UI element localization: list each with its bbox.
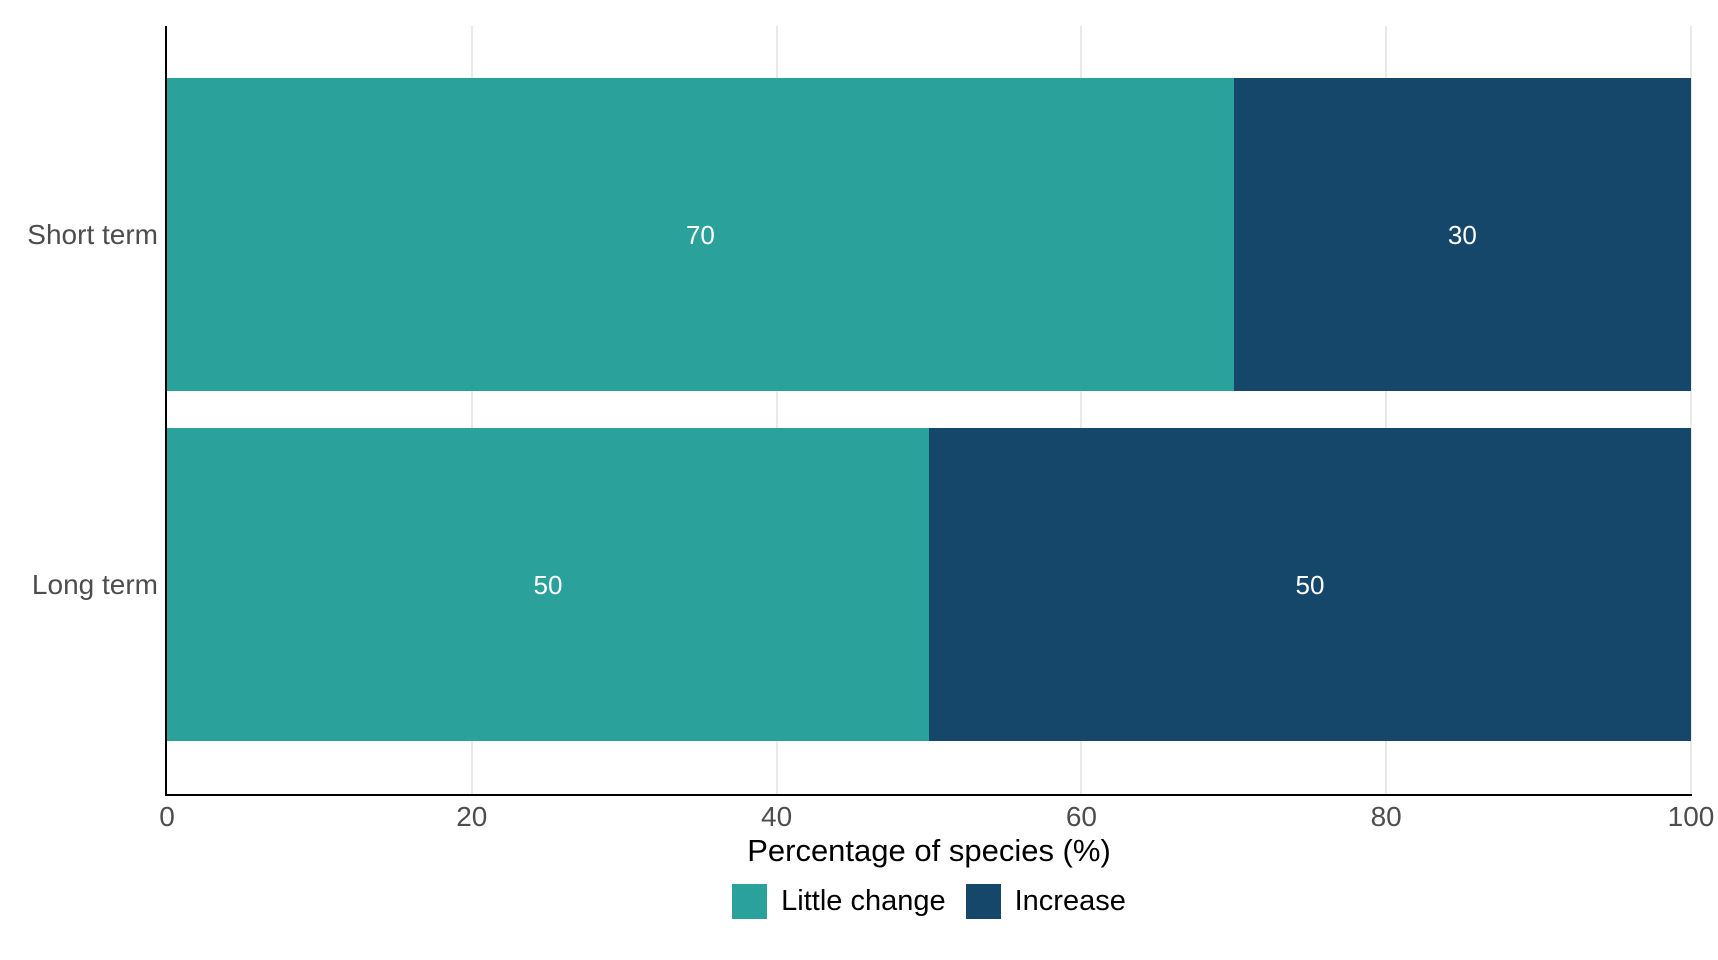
y-axis-label: Short term [27, 218, 158, 250]
x-tick-label: 60 [1065, 801, 1097, 832]
legend-label: Little change [781, 885, 946, 917]
legend-item-little-change: Little change [732, 884, 946, 919]
bar-segment-increase: 30 [1233, 78, 1691, 391]
y-axis-line [165, 26, 167, 794]
legend-item-increase: Increase [965, 884, 1126, 919]
legend-label: Increase [1014, 885, 1126, 917]
y-axis-label: Long term [31, 568, 158, 600]
x-axis-title: Percentage of species (%) [747, 833, 1111, 868]
legend-swatch-icon [732, 884, 768, 919]
gridline-x-20 [470, 26, 473, 794]
bar-value-label: 50 [1295, 569, 1325, 600]
bar-segment-increase: 50 [929, 428, 1691, 741]
x-tick-label: 0 [159, 801, 175, 832]
legend: Little change Increase [167, 884, 1691, 919]
legend-swatch-icon [965, 884, 1001, 919]
gridline-x-100 [1690, 26, 1692, 794]
x-tick-label: 100 [1667, 801, 1715, 832]
x-tick-label: 20 [456, 801, 488, 832]
bar-value-label: 70 [685, 219, 715, 250]
bar-row: 50 50 [167, 428, 1691, 741]
gridline-x-80 [1385, 26, 1388, 794]
x-tick-label: 40 [761, 801, 793, 832]
bar-row: 70 30 [167, 78, 1691, 391]
bar-value-label: 50 [533, 569, 563, 600]
gridline-x-60 [1080, 26, 1083, 794]
bar-segment-little-change: 50 [167, 428, 929, 741]
bar-value-label: 30 [1447, 219, 1477, 250]
plot-area: 70 30 50 50 [167, 26, 1692, 794]
x-axis-line [165, 794, 1692, 796]
gridline-x-40 [775, 26, 778, 794]
bar-segment-little-change: 70 [167, 78, 1234, 391]
x-tick-label: 80 [1370, 801, 1402, 832]
